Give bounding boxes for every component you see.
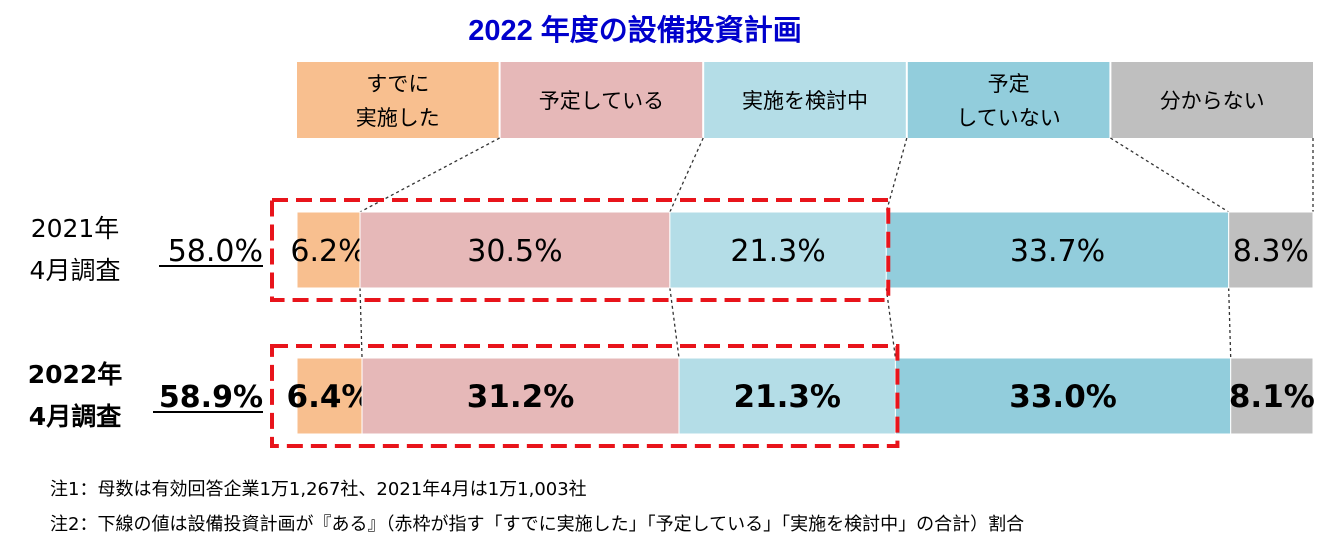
highlight-frame-r1	[270, 198, 891, 302]
connector-legend-1	[359, 137, 500, 213]
legend-label-4: 予定	[988, 72, 1030, 96]
connector-rows-1	[359, 287, 363, 359]
data-label-r2-s3: 21.3%	[733, 379, 841, 415]
data-label-r2-s2: 31.2%	[467, 379, 575, 415]
connector-legend-2	[669, 137, 704, 213]
bar-area: 6.2% 30.5% 21.3% 33.7% 8.3% 6.4% 31.2% 21.3% 33.…	[287, 211, 1315, 435]
legend-box-1	[297, 62, 499, 138]
category-label-r1: 4月調査	[30, 256, 121, 285]
connector-rows-4	[1228, 287, 1232, 359]
note-1: 注1：母数は有効回答企業1万1,267社、2021年4月は1万1,003社	[50, 479, 587, 500]
note-2: 注2：下線の値は設備投資計画が『ある』（赤枠が指す「すでに実施した」「予定してい…	[50, 514, 1024, 535]
legend-label-1: 実施した	[356, 106, 440, 130]
legend-box-2	[500, 62, 703, 138]
data-label-r2-s5: 8.1%	[1229, 379, 1315, 415]
category-label-r2: 4月調査	[29, 402, 121, 431]
connector-legend-4	[1110, 137, 1230, 213]
legend-label-2: 予定している	[539, 89, 664, 113]
bar-r2-s3	[678, 357, 896, 435]
chart-title: 2022 年度の設備投資計画	[468, 13, 802, 47]
category-label-r2: 2022年	[28, 360, 123, 389]
bar-r2-s1	[296, 357, 363, 435]
category-label-r1: 2021年	[31, 214, 120, 243]
data-label-r2-s4: 33.0%	[1009, 379, 1117, 415]
bar-r2-s2	[361, 357, 680, 435]
data-label-r2-s1: 6.4%	[287, 379, 373, 415]
data-label-r1-s1: 6.2%	[290, 234, 366, 269]
data-label-r1-s4: 33.7%	[1010, 234, 1105, 269]
connector-legend-3	[885, 137, 908, 213]
bar-r1-s5	[1228, 211, 1314, 289]
plan-total-r1: 58.0%	[168, 234, 263, 269]
notes: 注1：母数は有効回答企業1万1,267社、2021年4月は1万1,003社 注2…	[50, 479, 1024, 535]
plan-total-r2: 58.9%	[159, 380, 263, 415]
data-label-r1-s2: 30.5%	[467, 234, 562, 269]
legend-label-5: 分からない	[1160, 89, 1265, 113]
legend-box-3	[704, 62, 906, 138]
legend-label-4: していない	[956, 106, 1060, 130]
legend-label-3: 実施を検討中	[742, 89, 868, 113]
legend-label-1: すでに	[366, 72, 429, 96]
plan-highlight-frames	[270, 198, 900, 448]
bar-r1-s2	[359, 211, 671, 289]
legend-box-5	[1111, 62, 1313, 138]
legend-box-4	[907, 62, 1110, 138]
bar-r1-s4	[885, 211, 1230, 289]
bar-r2-s5	[1230, 357, 1314, 435]
legend-connectors	[359, 137, 1314, 359]
highlight-frame-r2	[270, 344, 900, 448]
data-label-r1-s3: 21.3%	[730, 234, 825, 269]
data-label-r1-s5: 8.3%	[1233, 234, 1309, 269]
row-labels: 58.0% 2021年 4月調査 58.9% 2022年 4月調査	[28, 214, 263, 431]
